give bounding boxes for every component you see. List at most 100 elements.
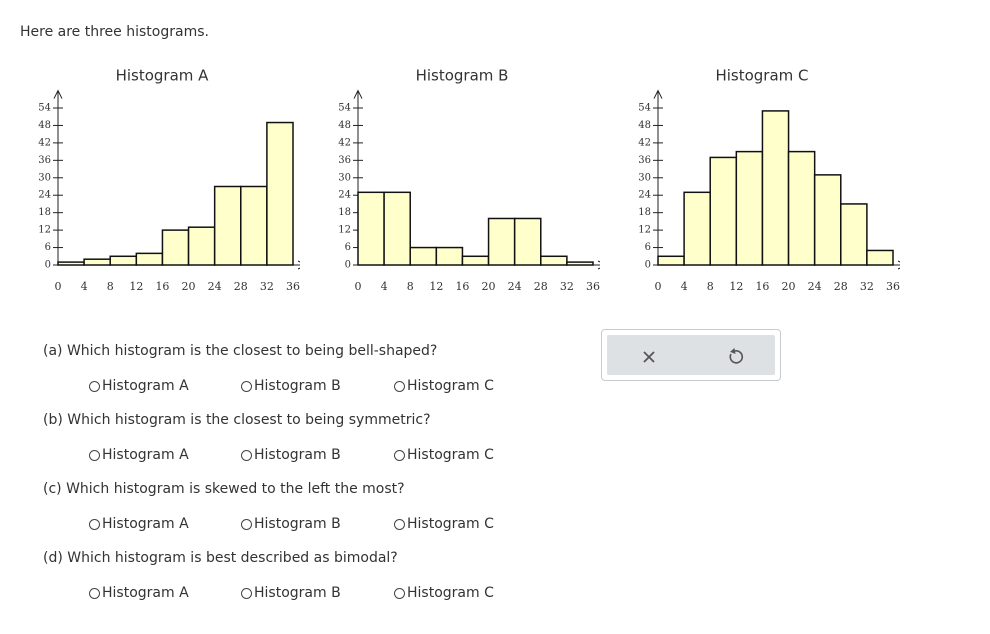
y-axis-arrow: [653, 89, 663, 99]
bar: [657, 255, 685, 266]
option-label: Histogram B: [254, 447, 341, 463]
y-tick-label: 6: [345, 242, 351, 253]
clear-button[interactable]: [635, 343, 663, 371]
radio-button[interactable]: [241, 518, 252, 530]
radio-option[interactable]: Histogram C: [394, 516, 494, 532]
radio-option[interactable]: Histogram B: [241, 378, 341, 394]
x-tick-label: 36: [286, 280, 300, 293]
radio-button[interactable]: [394, 449, 405, 461]
chart-title: Histogram B: [416, 67, 509, 85]
bar: [461, 255, 490, 266]
radio-button[interactable]: [89, 449, 100, 461]
x-tick-label: 4: [81, 280, 88, 293]
y-tick-label: 54: [38, 103, 51, 114]
option-label: Histogram A: [102, 378, 189, 394]
y-tick-label: 12: [638, 225, 651, 236]
reset-button[interactable]: [721, 343, 749, 371]
bar: [735, 150, 764, 266]
radio-option[interactable]: Histogram A: [89, 585, 189, 601]
bar: [566, 261, 594, 266]
x-tick-label: 16: [455, 280, 469, 293]
bar: [761, 110, 790, 266]
radio-option[interactable]: Histogram C: [394, 447, 494, 463]
radio-option[interactable]: Histogram B: [241, 516, 341, 532]
y-tick-label: 48: [38, 120, 51, 131]
y-tick-label: 12: [38, 225, 51, 236]
bar: [357, 191, 385, 266]
x-tick-label: 32: [560, 280, 574, 293]
x-tick-label: 28: [534, 280, 548, 293]
radio-button[interactable]: [394, 518, 405, 530]
x-tick-label: 0: [655, 280, 662, 293]
radio-button[interactable]: [241, 449, 252, 461]
x-tick-label: 4: [381, 280, 388, 293]
option-label: Histogram C: [407, 585, 494, 601]
x-tick-label: 16: [755, 280, 769, 293]
y-tick-label: 48: [338, 120, 351, 131]
question-text: (d) Which histogram is best described as…: [43, 550, 398, 566]
bar: [213, 185, 242, 266]
radio-option[interactable]: Histogram B: [241, 585, 341, 601]
radio-button[interactable]: [241, 587, 252, 599]
y-tick-label: 18: [338, 207, 351, 218]
radio-button[interactable]: [89, 518, 100, 530]
x-tick-label: 12: [729, 280, 743, 293]
radio-button[interactable]: [241, 380, 252, 392]
option-label: Histogram B: [254, 585, 341, 601]
bar: [840, 203, 868, 266]
option-label: Histogram A: [102, 585, 189, 601]
x-tick-label: 32: [260, 280, 274, 293]
x-tick-label: 36: [886, 280, 900, 293]
bar: [540, 255, 568, 266]
option-label: Histogram B: [254, 378, 341, 394]
x-tick-label: 20: [782, 280, 796, 293]
bar: [409, 246, 438, 266]
radio-option[interactable]: Histogram A: [89, 378, 189, 394]
option-label: Histogram C: [407, 378, 494, 394]
x-tick-label: 36: [586, 280, 600, 293]
option-label: Histogram C: [407, 447, 494, 463]
bar: [109, 255, 138, 266]
x-tick-label: 24: [208, 280, 222, 293]
option-label: Histogram C: [407, 516, 494, 532]
y-tick-label: 12: [338, 225, 351, 236]
chart-title: Histogram A: [116, 67, 210, 85]
bar: [383, 191, 411, 266]
x-tick-label: 12: [429, 280, 443, 293]
radio-button[interactable]: [394, 587, 405, 599]
y-tick-label: 6: [45, 242, 51, 253]
radio-option[interactable]: Histogram C: [394, 585, 494, 601]
x-tick-label: 8: [407, 280, 414, 293]
chart-title: Histogram C: [715, 67, 808, 85]
x-tick-label: 24: [808, 280, 822, 293]
y-tick-label: 54: [638, 103, 651, 114]
question-text: (c) Which histogram is skewed to the lef…: [43, 481, 405, 497]
y-tick-label: 36: [38, 155, 51, 166]
x-tick-label: 24: [508, 280, 522, 293]
option-label: Histogram B: [254, 516, 341, 532]
x-tick-label: 12: [129, 280, 143, 293]
radio-button[interactable]: [89, 587, 100, 599]
bar: [435, 246, 464, 266]
radio-option[interactable]: Histogram A: [89, 516, 189, 532]
option-label: Histogram A: [102, 447, 189, 463]
y-tick-label: 30: [38, 172, 51, 183]
bar: [487, 217, 516, 266]
radio-button[interactable]: [394, 380, 405, 392]
x-tick-label: 8: [107, 280, 114, 293]
intro-text: Here are three histograms.: [20, 24, 209, 40]
bar: [161, 229, 190, 266]
y-tick-label: 36: [338, 155, 351, 166]
radio-option[interactable]: Histogram B: [241, 447, 341, 463]
x-tick-label: 16: [155, 280, 169, 293]
bar: [240, 185, 268, 266]
radio-button[interactable]: [89, 380, 100, 392]
y-tick-label: 24: [338, 190, 351, 201]
y-tick-label: 0: [645, 260, 651, 271]
radio-option[interactable]: Histogram A: [89, 447, 189, 463]
radio-option[interactable]: Histogram C: [394, 378, 494, 394]
y-tick-label: 6: [645, 242, 651, 253]
toolbar-inner: [607, 335, 775, 375]
